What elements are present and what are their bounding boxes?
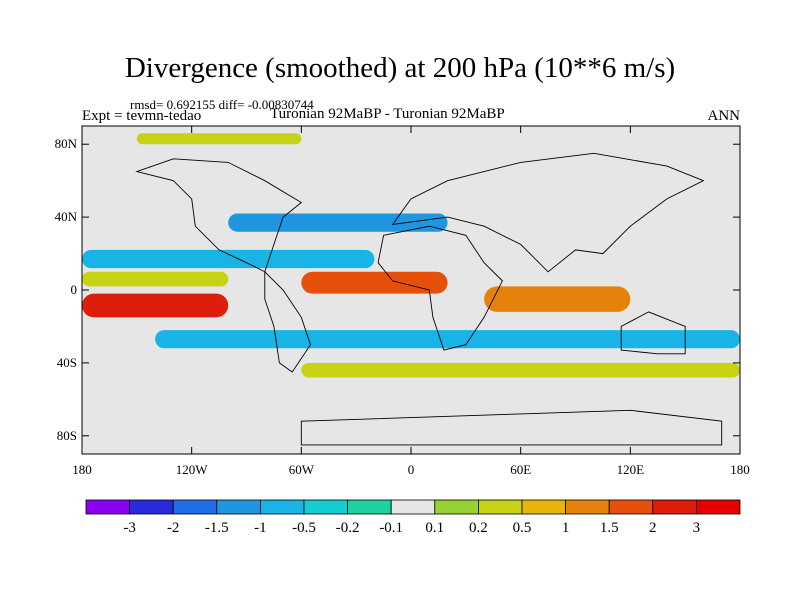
y-tick-label-2: 0 (71, 282, 78, 297)
field-region-6 (155, 330, 740, 349)
coastline-0 (135, 158, 303, 273)
colorbar-label-6: -0.1 (379, 520, 403, 536)
x-tick-label-5: 120E (617, 462, 645, 477)
colorbar-box-4 (259, 499, 305, 515)
colorbar-box-14 (696, 499, 741, 515)
field-region-5 (484, 286, 631, 312)
colorbar-label-7: 0.1 (425, 520, 444, 536)
colorbar-label-2: -1.5 (205, 520, 229, 536)
colorbar-label-8: 0.2 (469, 520, 488, 536)
colorbar-box-10 (521, 499, 566, 515)
map-layer (82, 126, 740, 454)
y-tick-label-3: 40S (57, 355, 77, 370)
x-tick-label-4: 60E (510, 462, 531, 477)
chart-title: Divergence (smoothed) at 200 hPa (10**6 … (124, 52, 676, 84)
x-tick-label-0: 180 (72, 462, 92, 477)
colorbar-label-12: 2 (649, 520, 657, 536)
colorbar-label-5: -0.2 (336, 520, 360, 536)
experiments-label: Turonian 92MaBP - Turonian 92MaBP (270, 106, 505, 122)
field-region-4 (301, 271, 448, 294)
colorbar-box-6 (347, 499, 392, 515)
coastlines (135, 152, 723, 446)
coastline-3 (391, 152, 705, 273)
colorbar-box-13 (652, 499, 697, 515)
coastline-4 (620, 311, 686, 355)
season-label: ANN (707, 108, 741, 124)
field-region-2 (82, 271, 229, 287)
coastline-2 (377, 225, 503, 351)
colorbar-label-13: 3 (693, 520, 701, 536)
y-tick-label-0: 80N (55, 136, 78, 151)
expt-label: Expt = tevmn-tedao (82, 108, 202, 124)
field-region-9 (136, 133, 302, 145)
field-region-3 (82, 293, 229, 318)
coastline-1 (264, 270, 311, 373)
field-region-7 (301, 362, 740, 378)
colorbar-label-3: -1 (254, 520, 267, 536)
x-tick-label-1: 120W (176, 462, 209, 477)
colorbar-box-8 (434, 499, 479, 515)
colorbar: -3 -2 -1.5 -1 -0.5 -0.2 -0.1 0.1 0.2 0.5 1 1.5 2 3 (85, 499, 741, 536)
colorbar-box-1 (129, 499, 174, 515)
colorbar-box-11 (565, 499, 610, 515)
colorbar-label-1: -2 (167, 520, 180, 536)
colorbar-box-0 (85, 499, 130, 515)
coastline-5 (300, 409, 723, 446)
colorbar-box-2 (172, 499, 218, 515)
colorbar-label-10: 1 (562, 520, 570, 536)
field-region-1 (82, 249, 375, 269)
x-tick-label-2: 60W (289, 462, 315, 477)
colorbar-label-11: 1.5 (600, 520, 619, 536)
x-tick-label-3: 0 (408, 462, 415, 477)
x-tick-label-6: 180 (730, 462, 750, 477)
colorbar-label-9: 0.5 (513, 520, 532, 536)
axis-ticks: 180 120W 60W 0 60E 120E 180 80N 40N 0 40S 80S (55, 126, 750, 477)
colorbar-box-9 (477, 499, 523, 515)
colorbar-box-5 (303, 499, 348, 515)
colorbar-box-7 (390, 499, 436, 515)
y-tick-label-1: 40N (55, 209, 78, 224)
colorbar-label-0: -3 (123, 520, 136, 536)
colorbar-box-12 (608, 499, 654, 515)
colorbar-box-3 (216, 499, 261, 515)
colorbar-label-4: -0.5 (292, 520, 316, 536)
stats-label: rmsd= 0.692155 diff= -0.00830744 (130, 97, 314, 112)
y-tick-label-4: 80S (57, 428, 77, 443)
